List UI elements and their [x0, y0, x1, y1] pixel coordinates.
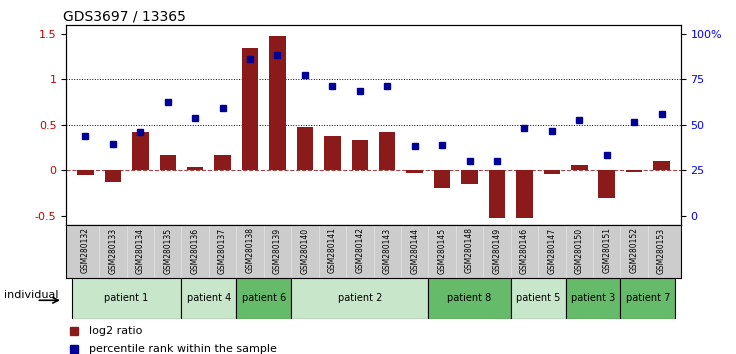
Text: GSM280153: GSM280153 [657, 227, 666, 274]
Bar [214, 155, 231, 170]
Bar [461, 170, 478, 184]
Bar [297, 127, 313, 170]
Bar [105, 170, 121, 182]
Text: GSM280146: GSM280146 [520, 227, 529, 274]
Bar [324, 136, 341, 170]
Text: percentile rank within the sample: percentile rank within the sample [88, 344, 277, 354]
Text: patient 8: patient 8 [447, 293, 492, 303]
Text: GSM280149: GSM280149 [492, 227, 501, 274]
Bar [571, 165, 587, 170]
Text: GSM280142: GSM280142 [355, 227, 364, 273]
Text: patient 4: patient 4 [187, 293, 231, 303]
Text: GSM280135: GSM280135 [163, 227, 172, 274]
Bar [428, 278, 511, 319]
Text: patient 7: patient 7 [626, 293, 670, 303]
Text: GSM280140: GSM280140 [300, 227, 309, 274]
Text: GSM280145: GSM280145 [438, 227, 447, 274]
Text: patient 1: patient 1 [105, 293, 149, 303]
Bar [187, 167, 203, 170]
Bar [406, 170, 423, 173]
Bar [242, 47, 258, 170]
Text: GSM280133: GSM280133 [108, 227, 117, 274]
Text: GSM280147: GSM280147 [548, 227, 556, 274]
Text: patient 3: patient 3 [571, 293, 615, 303]
Text: GSM280132: GSM280132 [81, 227, 90, 273]
Bar [160, 155, 176, 170]
Bar [291, 278, 428, 319]
Bar [654, 161, 670, 170]
Bar [598, 170, 615, 198]
Bar [352, 140, 368, 170]
Text: GSM280144: GSM280144 [410, 227, 420, 274]
Text: GSM280150: GSM280150 [575, 227, 584, 274]
Text: GSM280139: GSM280139 [273, 227, 282, 274]
Bar [132, 132, 149, 170]
Bar [626, 170, 643, 172]
Text: log2 ratio: log2 ratio [88, 326, 142, 336]
Text: patient 5: patient 5 [516, 293, 560, 303]
Text: GSM280148: GSM280148 [465, 227, 474, 273]
Text: GSM280137: GSM280137 [218, 227, 227, 274]
Bar [379, 132, 395, 170]
Bar [516, 170, 533, 217]
Text: patient 6: patient 6 [241, 293, 286, 303]
Text: patient 2: patient 2 [338, 293, 382, 303]
Text: GSM280152: GSM280152 [630, 227, 639, 273]
Bar [182, 278, 236, 319]
Bar [77, 170, 93, 175]
Bar [269, 36, 286, 170]
Bar [71, 278, 182, 319]
Text: GDS3697 / 13365: GDS3697 / 13365 [63, 10, 186, 24]
Bar [434, 170, 450, 188]
Bar [489, 170, 505, 217]
Bar [620, 278, 676, 319]
Bar [544, 170, 560, 174]
Text: GSM280151: GSM280151 [602, 227, 611, 273]
Text: GSM280138: GSM280138 [246, 227, 255, 273]
Text: GSM280136: GSM280136 [191, 227, 199, 274]
Bar [236, 278, 291, 319]
Text: individual: individual [4, 290, 58, 300]
Text: GSM280134: GSM280134 [136, 227, 145, 274]
Text: GSM280143: GSM280143 [383, 227, 392, 274]
Text: GSM280141: GSM280141 [328, 227, 337, 273]
Bar [565, 278, 620, 319]
Bar [511, 278, 565, 319]
